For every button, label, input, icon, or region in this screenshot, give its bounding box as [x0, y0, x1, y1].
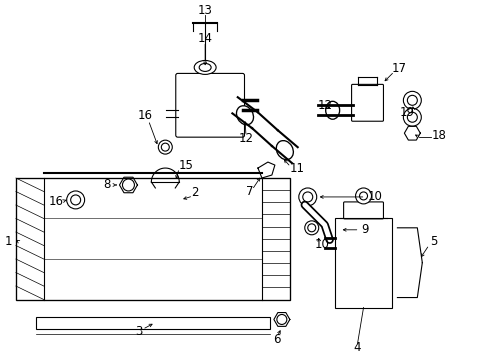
Text: 10: 10	[314, 238, 329, 251]
Circle shape	[276, 315, 286, 324]
Text: 12: 12	[238, 132, 253, 145]
Circle shape	[407, 112, 416, 122]
Circle shape	[298, 188, 316, 206]
Bar	[36, 318, 269, 329]
Text: 7: 7	[246, 185, 253, 198]
Text: 14: 14	[197, 32, 212, 45]
Circle shape	[161, 143, 169, 151]
Text: 1: 1	[5, 235, 13, 248]
Ellipse shape	[194, 60, 216, 75]
Circle shape	[304, 221, 318, 235]
Text: 4: 4	[353, 341, 361, 354]
Bar	[16, 178, 289, 300]
Text: 6: 6	[273, 333, 280, 346]
Text: 12: 12	[317, 99, 331, 112]
Circle shape	[71, 195, 81, 205]
Ellipse shape	[236, 106, 253, 125]
FancyBboxPatch shape	[351, 84, 383, 121]
Text: 3: 3	[135, 325, 142, 338]
Text: 13: 13	[197, 4, 212, 17]
Ellipse shape	[276, 141, 293, 159]
FancyBboxPatch shape	[175, 73, 244, 137]
Circle shape	[407, 95, 416, 105]
Circle shape	[158, 140, 172, 154]
Text: 18: 18	[430, 129, 445, 142]
Text: 19: 19	[399, 106, 413, 119]
Text: 17: 17	[390, 62, 406, 75]
Circle shape	[66, 191, 84, 209]
Bar	[334, 218, 392, 307]
Ellipse shape	[199, 63, 211, 71]
Circle shape	[307, 224, 315, 232]
Text: 8: 8	[103, 179, 110, 192]
Text: 10: 10	[367, 190, 382, 203]
Circle shape	[403, 108, 421, 126]
Circle shape	[403, 91, 421, 109]
Text: 5: 5	[430, 235, 437, 248]
FancyBboxPatch shape	[343, 202, 383, 219]
Circle shape	[122, 179, 134, 191]
Text: 2: 2	[191, 186, 199, 199]
Circle shape	[355, 188, 371, 204]
Text: 15: 15	[178, 158, 193, 172]
Text: 16: 16	[138, 109, 153, 122]
Circle shape	[359, 192, 367, 200]
Text: 11: 11	[289, 162, 304, 175]
Circle shape	[302, 192, 312, 202]
Ellipse shape	[325, 101, 339, 119]
Text: 9: 9	[361, 223, 368, 236]
Text: 16: 16	[48, 195, 63, 208]
